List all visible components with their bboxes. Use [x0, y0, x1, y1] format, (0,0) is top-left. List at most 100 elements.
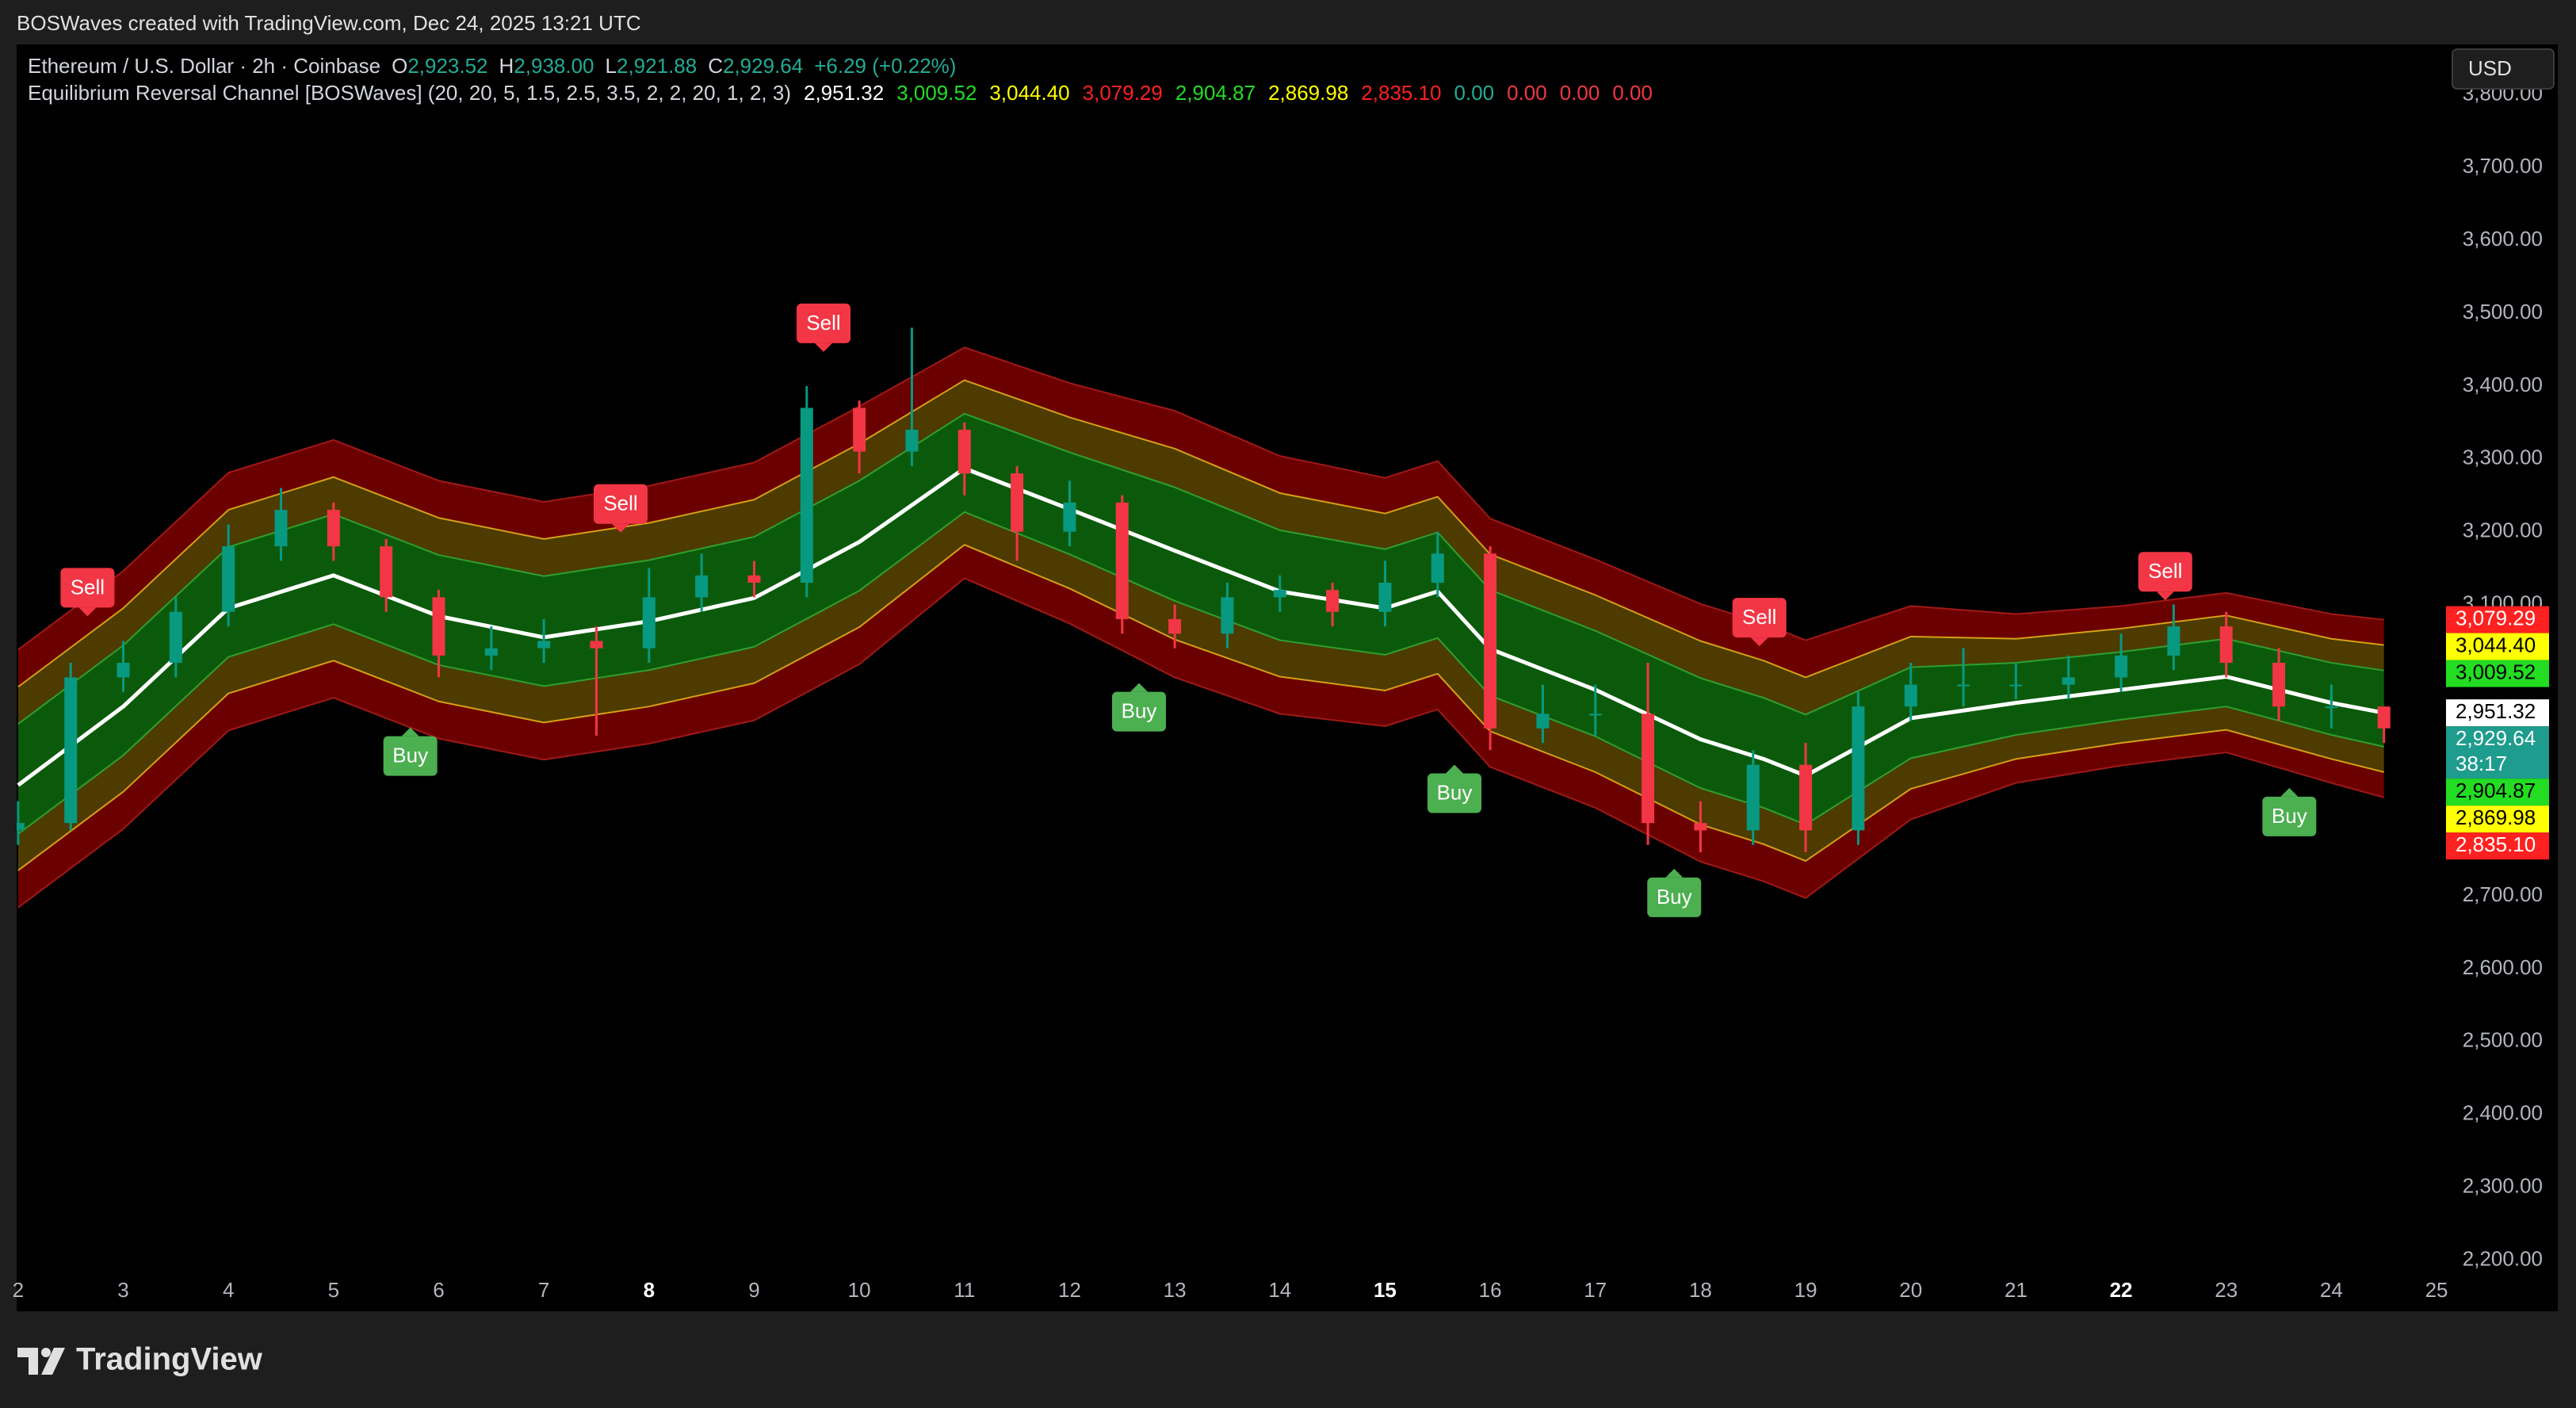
ohlc-key: L [606, 54, 617, 78]
indicator-value: 0.00 [1560, 81, 1600, 105]
y-tick-label: 3,700.00 [2463, 154, 2543, 178]
signal-label: Buy [1122, 698, 1157, 722]
y-tick-label: 2,300.00 [2463, 1173, 2543, 1197]
candle-body [590, 641, 603, 649]
signal-pointer [1130, 683, 1148, 692]
header-text: BOSWaves created with TradingView.com, D… [17, 11, 641, 35]
candle-body [222, 546, 235, 612]
candle-body [2272, 663, 2286, 707]
signal-pointer [2156, 591, 2174, 601]
x-tick-label: 4 [223, 1278, 234, 1302]
candle-body [2377, 706, 2391, 729]
signal-label: Sell [806, 311, 840, 335]
signal: Sell [2138, 552, 2192, 601]
y-tick-label: 3,400.00 [2463, 373, 2543, 396]
price-tag-label: 2,904.87 [2456, 779, 2536, 802]
x-tick-label: 5 [328, 1278, 339, 1302]
price-tag [2446, 606, 2549, 633]
x-tick-label: 17 [1584, 1278, 1607, 1302]
candle-body [1694, 823, 1707, 831]
band-fill [17, 347, 2384, 687]
indicator-value: 0.00 [1612, 81, 1653, 105]
candle-body [853, 407, 866, 452]
x-tick-label: 24 [2320, 1278, 2343, 1302]
y-tick-label: 2,500.00 [2463, 1028, 2543, 1052]
price-tag-label: 3,009.52 [2456, 660, 2536, 683]
y-tick-label: 2,400.00 [2463, 1101, 2543, 1125]
x-tick-label: 23 [2215, 1278, 2238, 1302]
signal-label: Buy [1437, 780, 1473, 804]
candle-body [1273, 590, 1286, 598]
y-tick-label: 2,600.00 [2463, 955, 2543, 979]
x-tick-label: 10 [848, 1278, 871, 1302]
signal-pointer [1750, 637, 1768, 647]
indicator-value: 0.00 [1454, 81, 1495, 105]
indicator-value: 3,079.29 [1083, 81, 1163, 105]
signal: Buy [1112, 683, 1167, 732]
signal-label: Buy [392, 744, 428, 767]
signal-pointer [2280, 787, 2299, 797]
ohlc-value: 2,923.52 [407, 54, 487, 78]
signal: Sell [60, 568, 115, 617]
indicator-value: 2,951.32 [804, 81, 884, 105]
candle-body [642, 597, 655, 649]
candle-body [747, 575, 761, 583]
x-tick-label: 8 [644, 1278, 655, 1302]
indicator-value: 2,835.10 [1361, 81, 1441, 105]
x-tick-label: 9 [748, 1278, 759, 1302]
signal: Buy [383, 727, 438, 776]
signal-pointer [815, 342, 833, 352]
band-fill [17, 545, 2384, 908]
logo-icon [41, 1348, 65, 1375]
signal-box [1112, 691, 1167, 732]
x-tick-label: 18 [1689, 1278, 1712, 1302]
candle-body [64, 677, 78, 824]
band-line [17, 544, 2384, 871]
candle-body [169, 611, 182, 664]
candle-body [957, 430, 971, 474]
y-tick-label: 2,700.00 [2463, 882, 2543, 906]
band-line [17, 511, 2384, 835]
price-tag-label: 2,929.64 [2456, 726, 2536, 750]
signal-pointer [78, 607, 97, 617]
brand: TradingView [76, 1342, 263, 1377]
candle-body [432, 597, 445, 656]
signal-label: Buy [2272, 804, 2307, 828]
signal-label: Buy [1657, 885, 1692, 909]
x-tick-label: 21 [2005, 1278, 2028, 1302]
ohlc-value: 2,929.64 [723, 54, 803, 78]
signal: Sell [594, 484, 648, 533]
candle-body [1642, 714, 1655, 824]
price-tag-label: 2,835.10 [2456, 832, 2536, 856]
signal-box [594, 484, 648, 524]
signal: Sell [797, 303, 851, 352]
candle-body [1063, 502, 1076, 532]
x-tick-label: 22 [2110, 1278, 2133, 1302]
candle-body [1168, 618, 1182, 634]
x-tick-label: 25 [2425, 1278, 2448, 1302]
candle-body [1588, 714, 1602, 716]
price-tag [2446, 779, 2549, 806]
indicator-name: Equilibrium Reversal Channel [BOSWaves] … [28, 81, 791, 105]
price-tag [2446, 699, 2549, 727]
band-fill [17, 413, 2384, 786]
price-tag [2446, 805, 2549, 833]
x-tick-label: 19 [1794, 1278, 1817, 1302]
signal: Buy [2262, 787, 2317, 836]
signal-label: Sell [1742, 605, 1776, 629]
signal-label: Sell [2148, 559, 2182, 583]
candle-body [2115, 655, 2128, 678]
y-tick-label: 3,500.00 [2463, 300, 2543, 323]
price-tag [2446, 633, 2549, 660]
signal-pointer [1665, 868, 1684, 878]
x-tick-label: 13 [1164, 1278, 1187, 1302]
signal: Buy [1428, 764, 1482, 813]
candle-body [1431, 553, 1444, 583]
currency-label: USD [2468, 56, 2512, 80]
candle-body [1957, 684, 1970, 687]
price-tag-label: 2,869.98 [2456, 805, 2536, 829]
candle-body [2009, 684, 2023, 687]
price-tag [2446, 832, 2549, 860]
band-line [17, 346, 2384, 651]
